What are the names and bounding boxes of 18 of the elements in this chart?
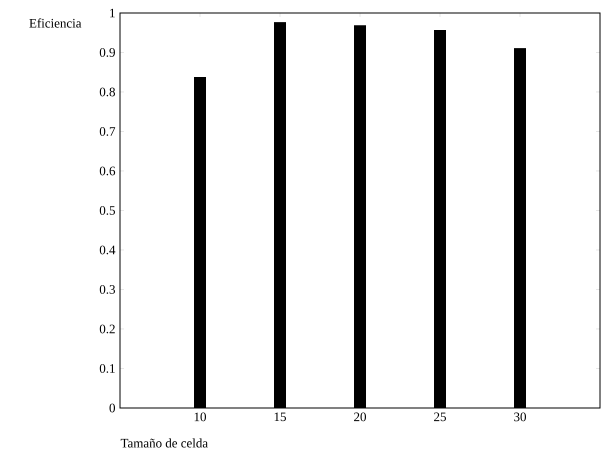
x-tick-label: 30 [514,412,526,422]
y-tick-label: 0.4 [100,246,116,254]
y-tick-label: 1 [110,8,115,18]
y-tick-label: 0.5 [100,206,115,215]
y-tick-label: 0.6 [100,166,116,176]
y-tick-label: 0.3 [100,285,115,294]
y-tick-label: 0 [110,404,115,412]
y-axis-title: Eficiencia [29,18,82,28]
y-tick-label: 0.1 [100,364,115,373]
y-tick-label: 0.2 [100,324,115,334]
x-tick-label: 10 [194,412,206,422]
x-tick-label: 20 [354,412,366,422]
y-tick-label: 0.8 [100,88,115,96]
y-tick-label: 0.9 [100,48,115,57]
y-tick-label: 0.7 [100,127,116,136]
x-axis-title: Tamaño de celda [120,438,208,448]
x-tick-label: 25 [434,412,446,422]
x-tick-label: 15 [274,412,286,422]
